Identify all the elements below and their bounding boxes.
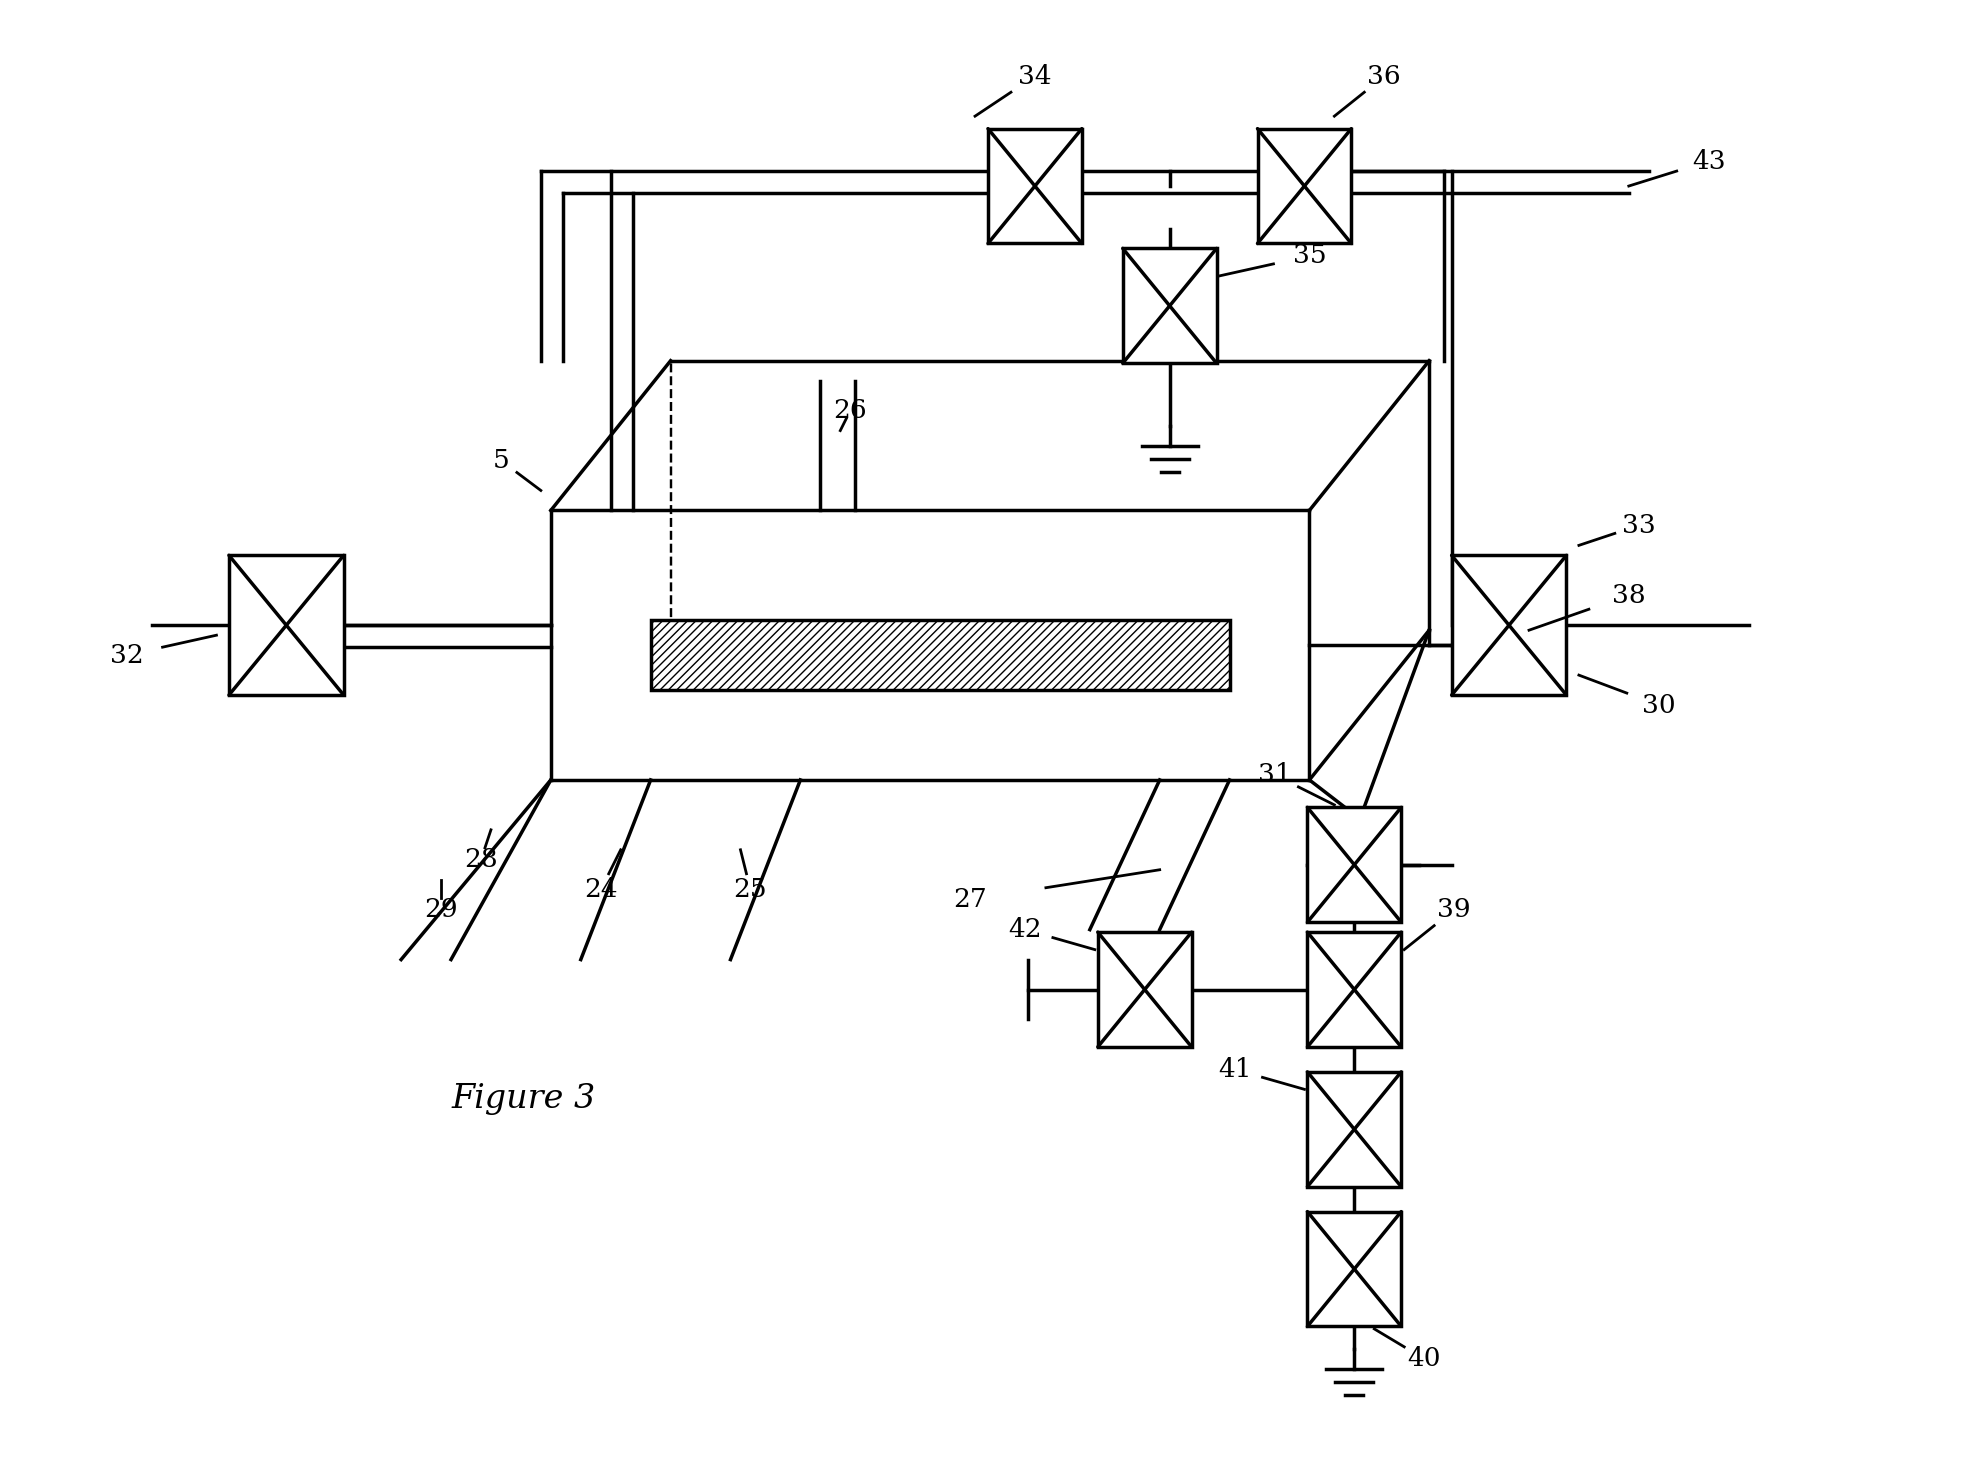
- Text: 29: 29: [425, 897, 459, 922]
- Text: 36: 36: [1368, 64, 1401, 89]
- Text: 39: 39: [1437, 897, 1471, 922]
- Text: 5: 5: [492, 448, 510, 474]
- Text: 26: 26: [834, 398, 867, 423]
- Text: 35: 35: [1292, 243, 1326, 268]
- Text: 30: 30: [1642, 693, 1675, 718]
- Bar: [1098, 932, 1191, 1046]
- Bar: [989, 129, 1082, 243]
- Text: Figure 3: Figure 3: [451, 1083, 596, 1116]
- Bar: [651, 620, 1229, 690]
- Polygon shape: [550, 361, 1429, 511]
- Text: 25: 25: [734, 878, 768, 903]
- Bar: [1451, 555, 1566, 696]
- Text: 38: 38: [1612, 583, 1646, 608]
- Polygon shape: [550, 511, 1310, 780]
- Bar: [1124, 249, 1217, 363]
- Polygon shape: [1310, 361, 1429, 780]
- Bar: [1308, 808, 1401, 922]
- Bar: [1258, 129, 1352, 243]
- Text: 41: 41: [1217, 1057, 1251, 1082]
- Text: 34: 34: [1018, 64, 1052, 89]
- Bar: [1308, 932, 1401, 1046]
- Bar: [1308, 1212, 1401, 1326]
- Text: 33: 33: [1622, 514, 1655, 537]
- Text: 24: 24: [584, 878, 617, 903]
- Text: 43: 43: [1691, 148, 1725, 173]
- Text: 27: 27: [953, 887, 987, 912]
- Text: 28: 28: [464, 847, 498, 872]
- Text: 40: 40: [1407, 1347, 1441, 1372]
- Text: 31: 31: [1258, 762, 1292, 787]
- Text: 42: 42: [1008, 918, 1042, 943]
- Bar: [228, 555, 343, 696]
- Text: 32: 32: [109, 642, 143, 667]
- Bar: [1308, 1072, 1401, 1187]
